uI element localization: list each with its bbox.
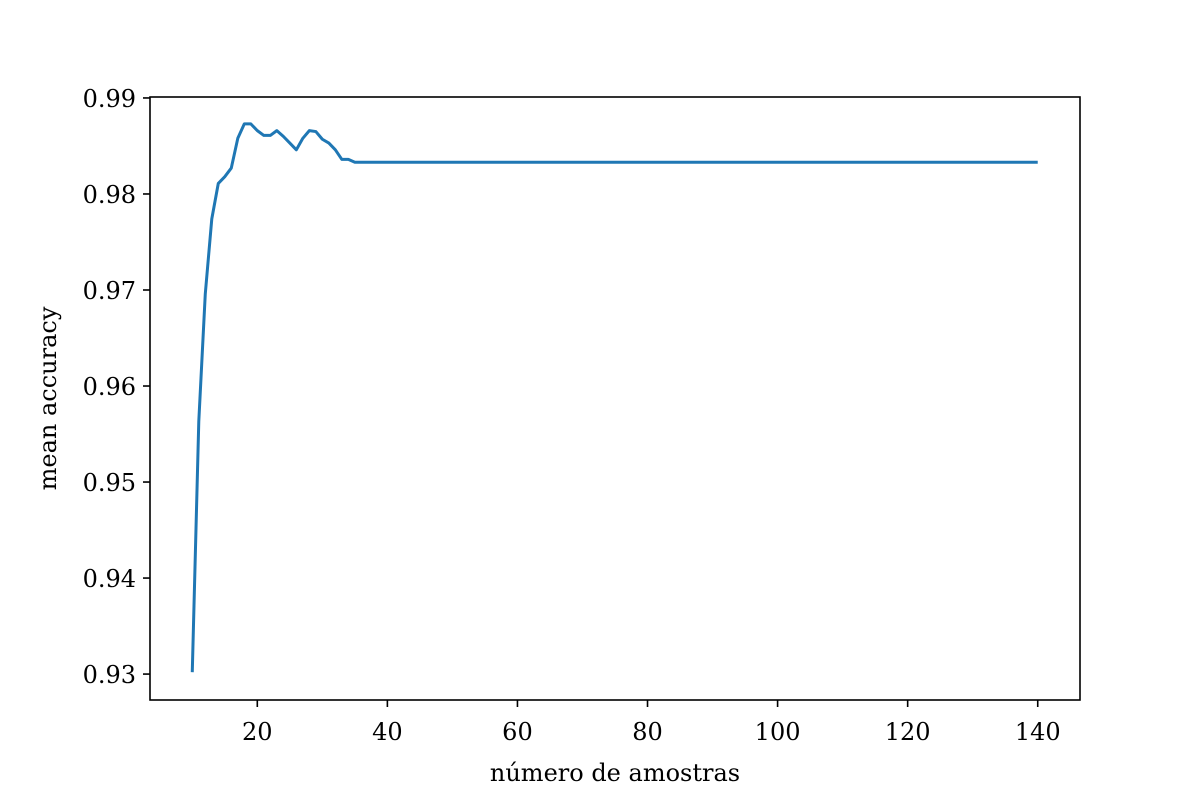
- x-tick-label: 100: [755, 718, 801, 746]
- x-tick-label: 120: [885, 718, 931, 746]
- x-tick-label: 60: [502, 718, 533, 746]
- y-tick-label: 0.99: [83, 85, 136, 113]
- y-tick-label: 0.94: [83, 565, 136, 593]
- x-axis-label: número de amostras: [490, 759, 740, 787]
- y-tick-label: 0.95: [83, 469, 136, 497]
- plot-frame: [149, 96, 1081, 701]
- y-tick-label: 0.98: [83, 181, 136, 209]
- x-tick-label: 40: [372, 718, 403, 746]
- x-tick-label: 140: [1015, 718, 1061, 746]
- y-tick-label: 0.93: [83, 661, 136, 689]
- x-axis: 20 40 60 80 100 120 140: [242, 700, 1061, 746]
- y-axis: 0.93 0.94 0.95 0.96 0.97 0.98 0.99: [83, 85, 150, 689]
- y-axis-label: mean accuracy: [34, 306, 62, 490]
- series-line: [190, 122, 1038, 673]
- y-tick-label: 0.97: [83, 277, 136, 305]
- x-tick-label: 80: [632, 718, 663, 746]
- y-tick-label: 0.96: [83, 373, 136, 401]
- series-layer: [190, 122, 1038, 673]
- x-tick-label: 20: [242, 718, 273, 746]
